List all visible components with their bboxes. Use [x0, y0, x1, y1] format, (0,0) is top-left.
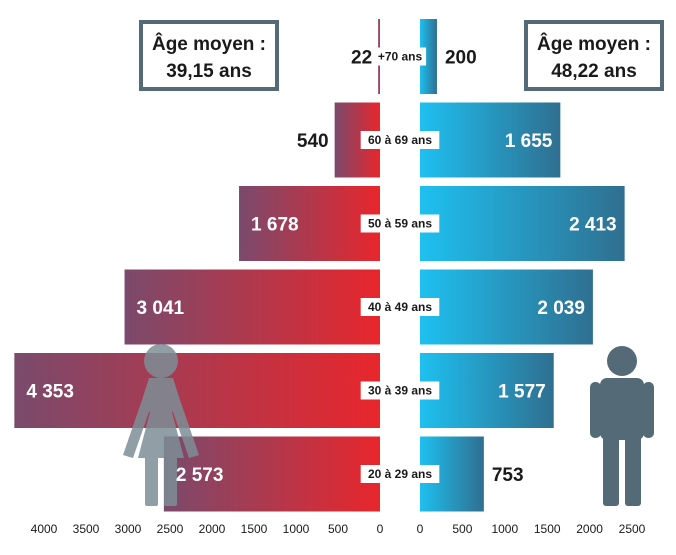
- axis-ticks: 4000 3500 3000 2500 2000 1500 1000 500 0 0 500 1000…: [31, 522, 646, 536]
- woman-icon: [123, 344, 199, 506]
- age-group-label: 20 à 29 ans: [368, 467, 432, 481]
- left-axis-tick: 500: [328, 522, 348, 536]
- left-value-label: 22: [351, 48, 372, 69]
- right-axis-tick: 2500: [619, 522, 646, 536]
- left-series-bars: [14, 19, 381, 512]
- left-axis-tick: 4000: [31, 522, 58, 536]
- left-box-line2: 39,15 ans: [166, 61, 252, 82]
- left-bar-5: [163, 436, 380, 512]
- right-bar-0: [420, 19, 437, 94]
- right-bar-2: [420, 186, 625, 261]
- age-group-label: 40 à 49 ans: [368, 300, 432, 314]
- right-series-bars: [420, 19, 625, 512]
- right-value-label: 753: [492, 465, 524, 486]
- age-label-bg: [373, 47, 427, 66]
- left-axis-tick: 2000: [199, 522, 226, 536]
- right-value-label: 200: [445, 48, 477, 69]
- left-value-label: 2 573: [176, 465, 224, 486]
- left-bar-3: [124, 269, 380, 345]
- left-bar-2: [239, 186, 380, 261]
- left-value-label: 4 353: [26, 382, 74, 403]
- left-axis-tick: 1500: [241, 522, 268, 536]
- left-axis-tick: 1000: [283, 522, 310, 536]
- age-label-bg: [360, 465, 440, 483]
- right-axis-tick: 0: [417, 522, 424, 536]
- right-value-label: 2 039: [537, 298, 585, 319]
- left-axis-tick: 2500: [157, 522, 184, 536]
- right-box-line1: Âge moyen :: [537, 33, 651, 55]
- age-group-label: 60 à 69 ans: [368, 133, 432, 147]
- age-label-bg: [360, 298, 440, 316]
- age-label-bg: [360, 214, 440, 233]
- left-value-label: 540: [297, 131, 329, 152]
- value-labels: 22 200 540 1 655 1 678 2 413 3 041 2 039 4 353 1 …: [26, 48, 616, 487]
- right-value-label: 2 413: [569, 215, 617, 236]
- age-group-label: 50 à 59 ans: [368, 217, 432, 231]
- right-axis-tick: 1500: [534, 522, 561, 536]
- left-axis-tick: 3500: [73, 522, 100, 536]
- age-label-bg: [360, 381, 440, 400]
- right-bar-3: [420, 269, 593, 345]
- age-label-bg: [360, 131, 440, 149]
- left-bar-4: [14, 353, 381, 428]
- right-axis-tick: 2000: [576, 522, 603, 536]
- left-average-age-box: Âge moyen : 39,15 ans: [139, 20, 279, 91]
- age-group-label: +70 ans: [378, 50, 423, 64]
- left-axis-tick: 0: [377, 522, 384, 536]
- right-axis-tick: 500: [452, 522, 472, 536]
- age-group-label: 30 à 39 ans: [368, 384, 432, 398]
- left-axis-tick: 3000: [115, 522, 142, 536]
- right-axis-tick: 1000: [491, 522, 518, 536]
- right-bar-4: [420, 353, 554, 428]
- right-value-label: 1 655: [505, 131, 553, 152]
- left-value-label: 3 041: [137, 298, 185, 319]
- left-value-label: 1 678: [251, 215, 299, 236]
- right-value-label: 1 577: [498, 382, 546, 403]
- man-icon: [590, 346, 654, 506]
- right-box-line2: 48,22 ans: [551, 61, 637, 82]
- left-box-line1: Âge moyen :: [152, 33, 266, 55]
- right-bar-1: [420, 102, 561, 178]
- right-average-age-box: Âge moyen : 48,22 ans: [524, 20, 664, 91]
- age-group-labels: +70 ans 60 à 69 ans 50 à 59 ans 40 à 49 ans…: [360, 47, 440, 483]
